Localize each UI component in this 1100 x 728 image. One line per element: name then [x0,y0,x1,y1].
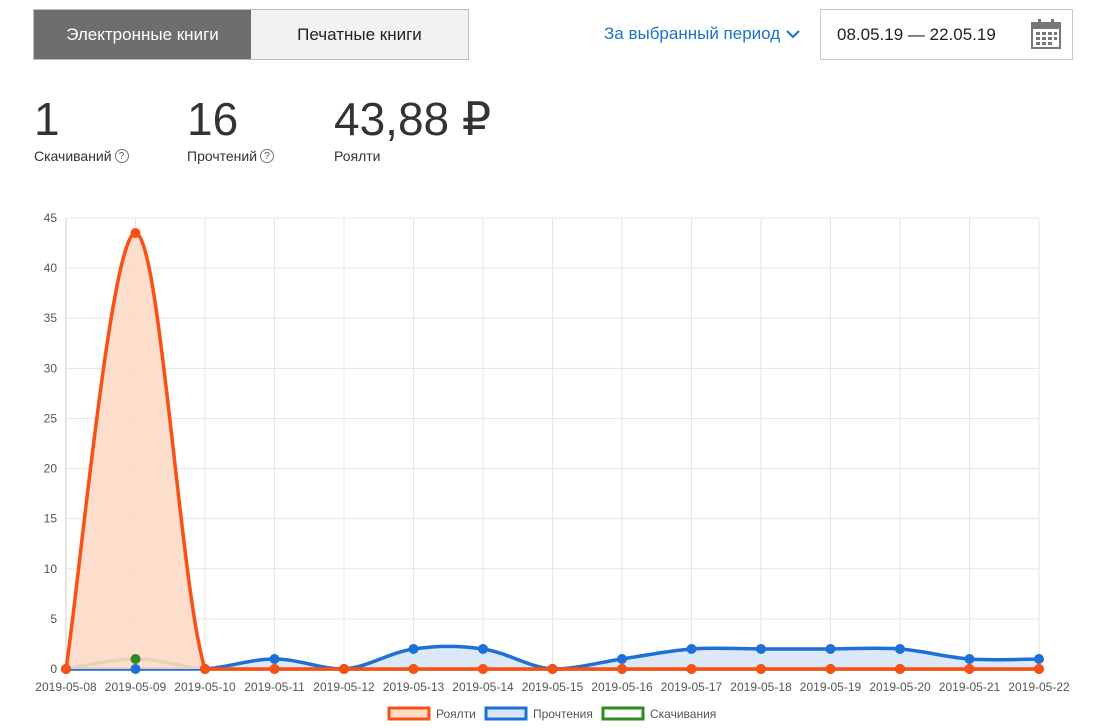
y-tick-label: 45 [44,211,58,225]
tab-print-books[interactable]: Печатные книги [251,10,468,59]
period-dropdown-label: За выбранный период [604,24,781,43]
x-tick-label: 2019-05-17 [661,680,723,694]
calendar-icon[interactable] [1030,18,1062,50]
x-tick-label: 2019-05-11 [244,680,305,694]
legend-swatch [387,706,431,721]
stat-downloads-label: Скачиваний [34,148,112,164]
data-point [269,653,280,664]
data-point [478,664,488,674]
legend-swatch [484,706,528,721]
x-tick-label: 2019-05-08 [35,680,97,694]
stats-line-chart: 0 5 10 15 20 25 30 35 40 45 2019-05-08 2019-05-09 20… [35,211,1070,721]
legend-label: Роялти [436,707,476,721]
data-point [756,664,766,674]
y-tick-label: 10 [44,562,58,576]
y-tick-label: 25 [44,411,58,425]
x-tick-label: 2019-05-20 [869,680,931,694]
data-point [269,664,280,674]
stat-royalty-label: Роялти [334,148,381,164]
stat-royalty-value: 43,88 ₽ [334,93,492,145]
x-tick-label: 2019-05-09 [105,680,167,694]
series-line-0 [64,231,1039,671]
data-point [756,643,766,654]
legend-swatch [601,706,645,721]
data-point [478,643,488,654]
stat-reads-value: 16 [187,93,239,145]
x-tick-label: 2019-05-14 [452,680,514,694]
y-tick-label: 15 [44,512,58,526]
data-point [408,643,419,654]
stat-downloads: 1 Скачиваний ? [34,92,129,164]
x-tick-label: 2019-05-10 [174,680,236,694]
stat-reads-label: Прочтений [187,148,258,164]
x-tick-label: 2019-05-15 [522,680,584,694]
data-point [408,664,419,674]
data-point [964,653,975,664]
x-tick-label: 2019-05-21 [939,680,1001,694]
data-point [130,228,141,239]
x-tick-label: 2019-05-16 [591,680,653,694]
y-tick-label: 20 [44,462,58,476]
stat-reads: 16 Прочтений ? [187,92,275,164]
y-tick-label: 30 [44,361,58,375]
data-point [339,664,349,674]
y-tick-label: 0 [50,662,57,676]
legend-label: Прочтения [533,707,593,721]
tab-ebooks[interactable]: Электронные книги [34,10,251,59]
data-point [686,664,697,674]
data-point [130,664,141,674]
data-point [825,664,836,674]
data-point [1034,664,1044,674]
date-range-picker[interactable]: 08.05.19 — 22.05.19 [820,9,1073,60]
y-tick-label: 35 [44,311,58,325]
data-point [1034,653,1044,664]
x-tick-label: 2019-05-19 [800,680,862,694]
data-point [964,664,975,674]
x-tick-label: 2019-05-13 [383,680,445,694]
data-point [895,664,905,674]
y-tick-label: 5 [50,612,57,626]
legend-label: Скачивания [650,707,716,721]
x-tick-label: 2019-05-22 [1008,680,1070,694]
stat-downloads-value: 1 [34,93,60,145]
chevron-down-icon [786,30,800,39]
data-point [130,653,141,664]
book-type-tabs: Электронные книги Печатные книги [33,9,469,60]
stat-royalty: 43,88 ₽ Роялти [334,92,491,164]
data-point [825,643,836,654]
series-area-0 [66,233,1039,669]
data-point [617,664,627,674]
data-point [686,643,697,654]
x-tick-label: 2019-05-12 [313,680,375,694]
series-area-1 [66,646,1039,669]
data-point [895,643,905,654]
data-point [200,664,210,674]
help-icon[interactable]: ? [260,149,275,163]
x-tick-label: 2019-05-18 [730,680,792,694]
data-point [617,653,627,664]
help-icon[interactable]: ? [114,149,129,163]
data-point [61,664,71,674]
period-dropdown[interactable]: За выбранный период [604,24,800,44]
data-point [547,664,558,674]
date-range-value: 08.05.19 — 22.05.19 [837,24,996,44]
y-tick-label: 40 [44,261,58,275]
